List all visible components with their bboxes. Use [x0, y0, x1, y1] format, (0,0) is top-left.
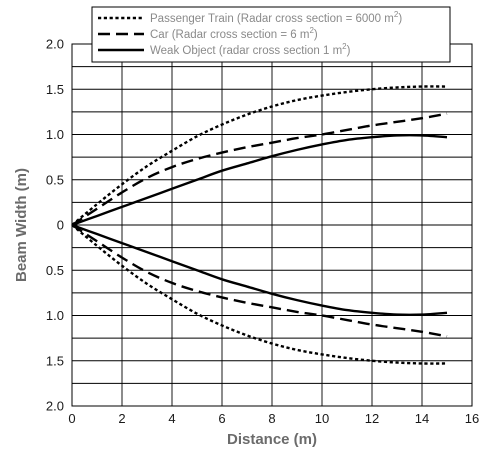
series-line-dotted-lower — [71, 224, 448, 365]
y-tick-label: 0.5 — [46, 172, 64, 187]
series-lines — [71, 85, 448, 365]
series-line-solid-lower — [71, 223, 448, 317]
y-tick-label: 0 — [57, 218, 64, 233]
legend-label: Weak Object (radar cross section 1 m2) — [150, 42, 351, 57]
y-tick-labels: 2.0 1.5 1.0 0.5 0 0.5 1.0 1.5 2.0 — [46, 37, 64, 414]
y-tick-label: 1.5 — [46, 82, 64, 97]
y-tick-label: 1.5 — [46, 353, 64, 368]
x-tick-label: 6 — [218, 411, 225, 426]
x-tick-label: 10 — [315, 411, 329, 426]
x-axis-title: Distance (m) — [227, 431, 317, 448]
legend-label-superscript: 2 — [309, 26, 314, 35]
y-tick-label: 0.5 — [46, 263, 64, 278]
y-tick-label: 2.0 — [46, 37, 64, 52]
x-tick-label: 4 — [168, 411, 175, 426]
x-tick-labels: 0 2 4 6 8 10 12 14 16 — [68, 411, 479, 426]
series-line-dashed-lower — [71, 223, 448, 338]
legend-label-superscript: 2 — [394, 10, 399, 19]
legend-label: Passenger Train (Radar cross section = 6… — [150, 10, 402, 25]
y-tick-label: 1.0 — [46, 127, 64, 142]
series-line-dotted-upper — [71, 85, 448, 226]
y-tick-label: 2.0 — [46, 399, 64, 414]
legend-label: Car (Radar cross section = 6 m2) — [150, 26, 318, 41]
x-tick-label: 14 — [415, 411, 429, 426]
grid — [72, 44, 472, 406]
x-tick-label: 8 — [268, 411, 275, 426]
series-line-solid-upper — [71, 133, 448, 227]
legend-label-tail: ) — [314, 29, 318, 41]
legend-label-tail: ) — [398, 13, 402, 25]
y-tick-label: 1.0 — [46, 308, 64, 323]
legend-box — [91, 6, 451, 63]
x-tick-label: 0 — [68, 411, 75, 426]
legend-label-main: Car (Radar cross section = 6 m — [150, 29, 309, 41]
legend-label-superscript: 2 — [342, 42, 347, 51]
legend: Passenger Train (Radar cross section = 6… — [91, 6, 451, 63]
x-tick-label: 16 — [465, 411, 479, 426]
legend-label-tail: ) — [347, 45, 351, 57]
series-line-dashed-upper — [71, 112, 448, 227]
legend-label-main: Passenger Train (Radar cross section = 6… — [150, 13, 394, 25]
x-tick-label: 2 — [118, 411, 125, 426]
legend-label-main: Weak Object (radar cross section 1 m — [150, 45, 342, 57]
x-tick-label: 12 — [365, 411, 379, 426]
y-axis-title: Beam Width (m) — [13, 168, 30, 282]
